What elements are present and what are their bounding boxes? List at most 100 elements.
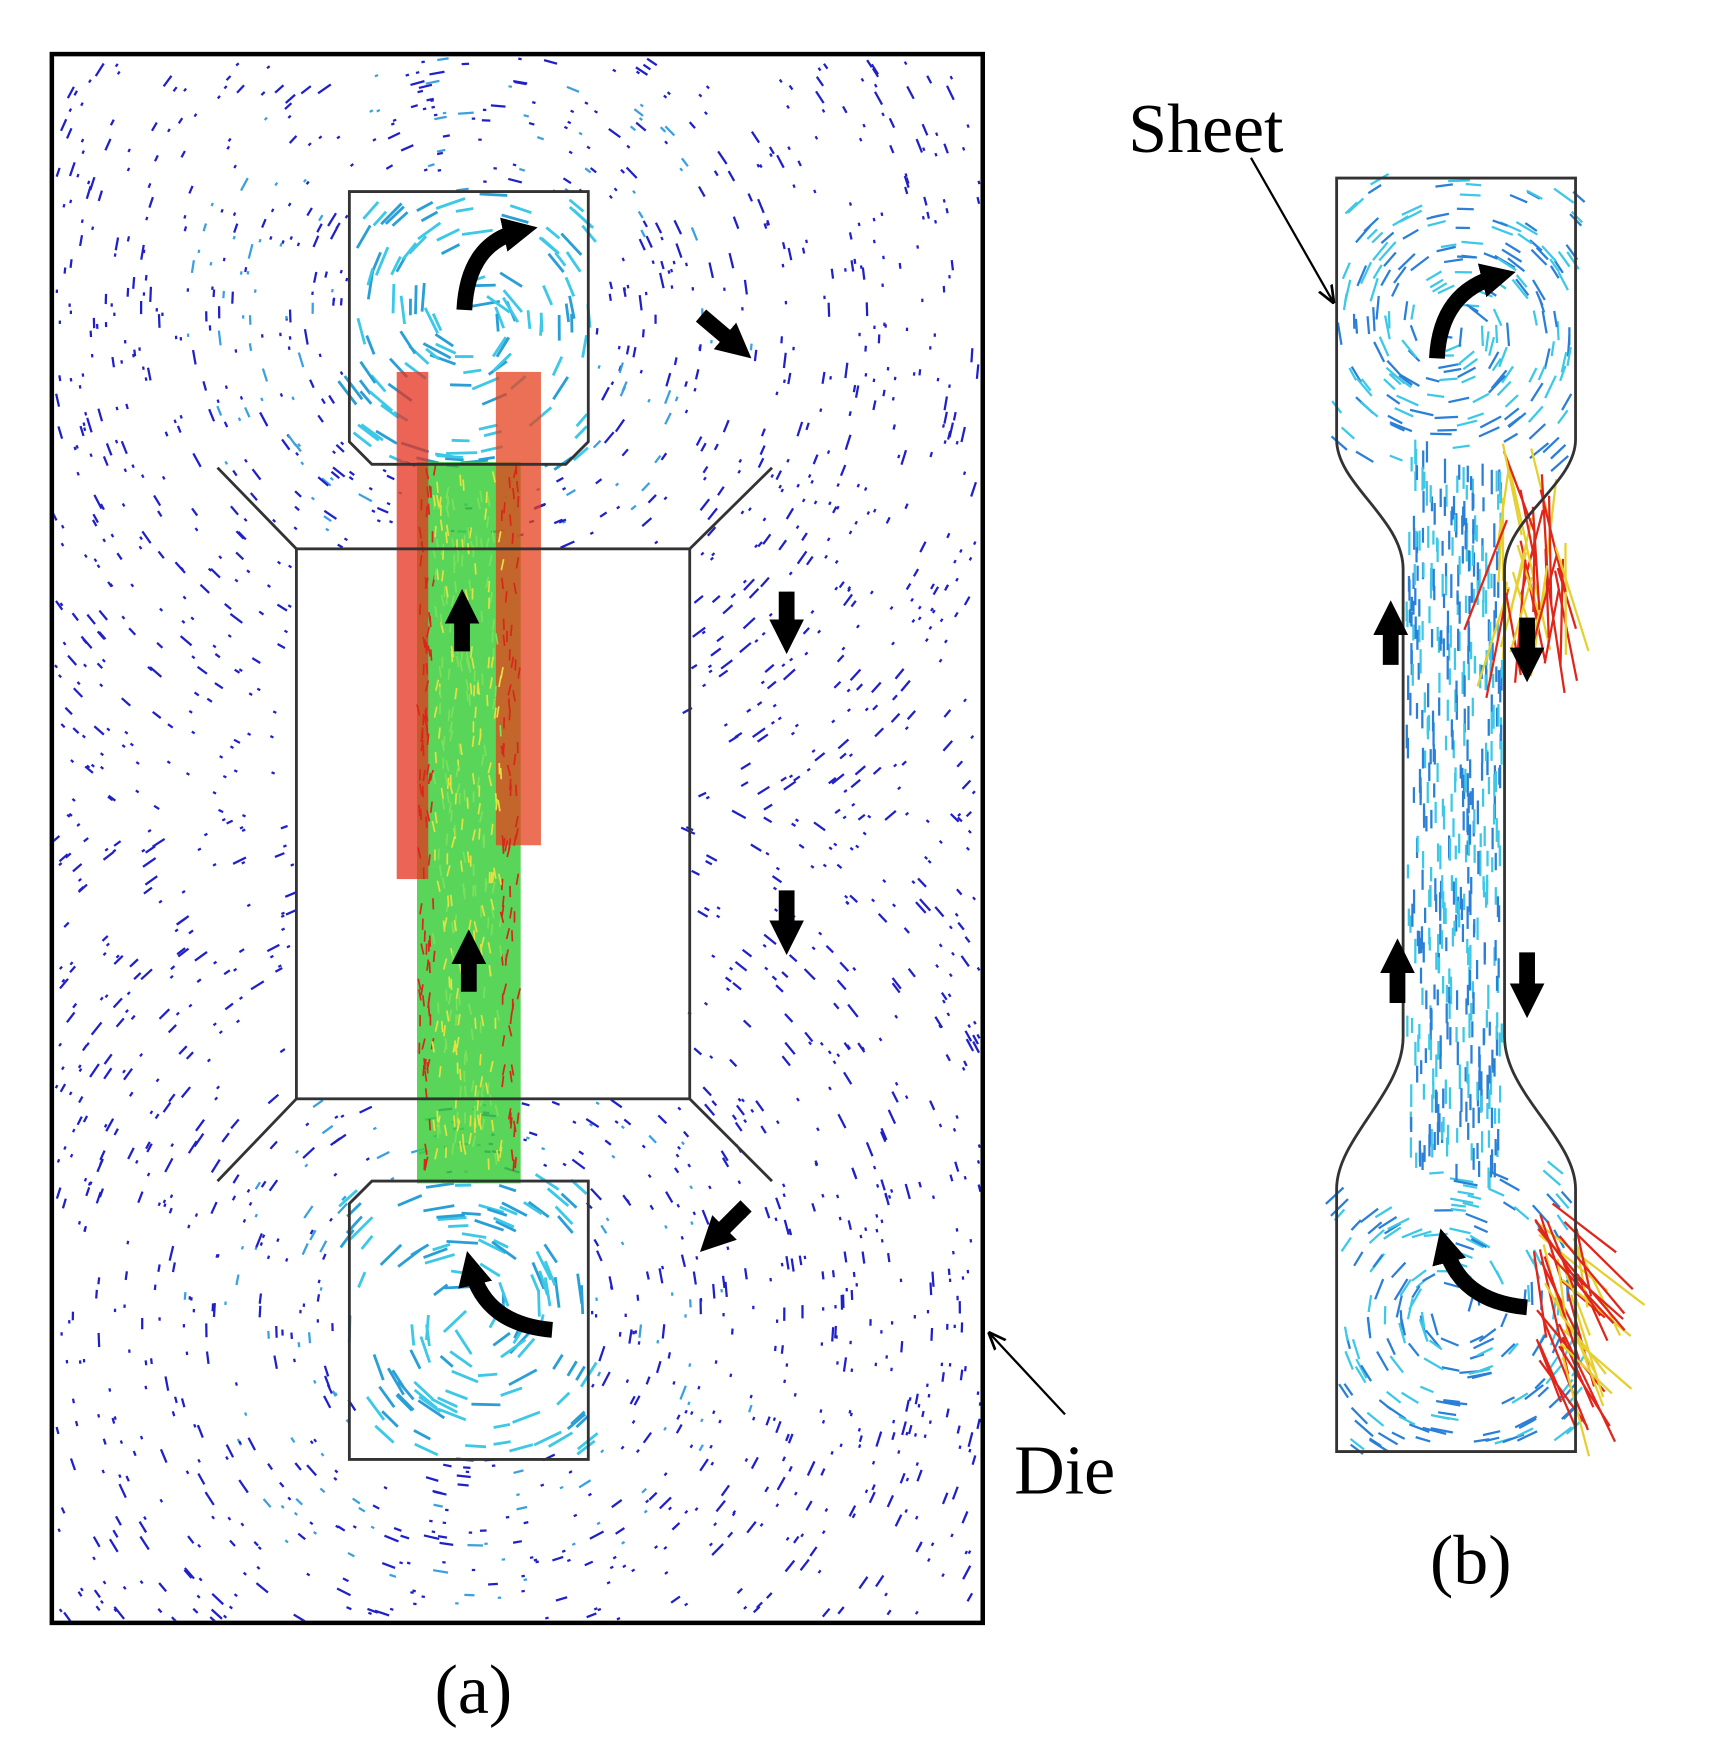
figure-group: Die (a) Sheet (b): [52, 54, 1645, 1729]
vector: [788, 147, 790, 150]
vector: [491, 872, 492, 883]
vector: [73, 728, 78, 733]
vector: [786, 1561, 795, 1572]
vector: [571, 111, 574, 112]
vector: [100, 1151, 104, 1160]
vector: [275, 183, 277, 186]
vector: [260, 1293, 261, 1303]
vector: [296, 1151, 298, 1153]
vector: [840, 962, 848, 971]
vector: [613, 1557, 616, 1559]
vector: [833, 1270, 834, 1277]
vector: [973, 897, 975, 900]
vector: [379, 1387, 394, 1407]
vector: [428, 504, 429, 515]
vector: [814, 190, 815, 193]
vector: [393, 284, 394, 313]
vector: [1345, 1327, 1348, 1341]
vector: [549, 254, 564, 272]
vector: [953, 1487, 958, 1500]
vector: [150, 1111, 152, 1114]
vector: [247, 570, 250, 572]
vector: [73, 1399, 74, 1404]
vector: [443, 113, 446, 114]
vector: [1356, 452, 1373, 462]
vector: [790, 955, 797, 961]
vector: [338, 545, 343, 548]
vector: [460, 475, 461, 486]
vector: [563, 1164, 566, 1166]
vector: [1552, 341, 1554, 356]
vector: [775, 909, 778, 911]
vector: [288, 116, 290, 118]
vector: [477, 1100, 478, 1111]
vector: [863, 832, 866, 834]
vector: [841, 1444, 842, 1447]
vector: [209, 569, 211, 571]
vector: [933, 1196, 934, 1199]
vector: [881, 1180, 884, 1191]
vector: [59, 375, 60, 381]
vector: [844, 1357, 846, 1371]
vector: [354, 433, 372, 447]
vector: [528, 310, 530, 329]
vector: [432, 107, 435, 108]
vector: [214, 1303, 215, 1317]
vector: [590, 532, 593, 534]
vector: [902, 761, 906, 765]
vector: [1390, 1356, 1403, 1372]
vector: [141, 1581, 143, 1584]
vector: [876, 1432, 881, 1447]
vector: [663, 1324, 665, 1338]
vector: [314, 1439, 316, 1442]
vector: [977, 1034, 979, 1038]
vector: [1390, 456, 1403, 461]
vector: [411, 105, 418, 107]
vector: [148, 368, 151, 381]
vector: [806, 1501, 811, 1510]
vector: [964, 699, 966, 702]
vector: [868, 511, 870, 514]
vector: [228, 635, 231, 637]
vector: [390, 1575, 396, 1577]
vector: [509, 1370, 537, 1385]
vector: [963, 1566, 970, 1579]
vector: [844, 790, 847, 792]
vector: [664, 96, 667, 98]
vector: [213, 645, 216, 647]
vector: [103, 1470, 104, 1473]
vector: [967, 812, 972, 817]
vector: [105, 1054, 112, 1064]
vector: [307, 208, 312, 216]
vector: [849, 1220, 851, 1229]
vector: [1554, 189, 1574, 203]
vector: [848, 587, 850, 590]
vector: [448, 896, 449, 907]
vector: [434, 115, 437, 116]
vector: [610, 1567, 613, 1569]
vector: [371, 375, 385, 391]
vector: [676, 1154, 678, 1157]
vector: [1532, 1282, 1533, 1305]
vector: [260, 1306, 261, 1317]
vector: [610, 1276, 613, 1289]
vector: [745, 280, 747, 295]
vector: [601, 1225, 606, 1233]
vector: [61, 1084, 65, 1092]
vector: [744, 618, 755, 629]
vector: [611, 1100, 622, 1108]
vector: [510, 206, 531, 213]
vector: [631, 506, 636, 510]
vector: [1457, 421, 1477, 426]
vector: [665, 1225, 666, 1228]
vector: [247, 904, 250, 906]
vector: [764, 817, 772, 822]
vector: [916, 1542, 921, 1552]
vector: [241, 1523, 243, 1526]
vector: [1466, 184, 1481, 185]
vector: [245, 407, 249, 417]
vector: [472, 1029, 473, 1040]
vector: [277, 1239, 278, 1242]
vector: [328, 213, 336, 226]
vector: [122, 698, 131, 705]
